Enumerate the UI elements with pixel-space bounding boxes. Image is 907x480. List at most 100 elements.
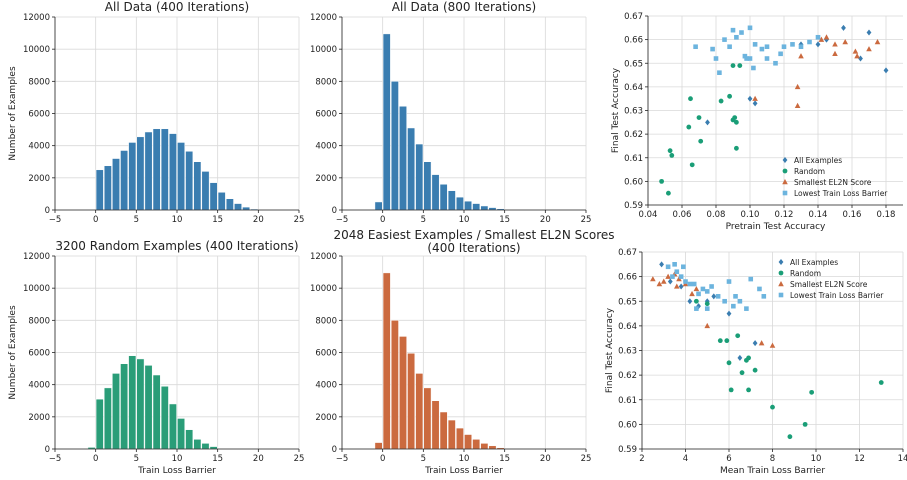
histogram-bar [439,184,448,211]
scatter-point [737,354,743,361]
y-tick-label: 0 [45,206,50,216]
scatter-point [764,44,770,50]
y-tick-label: 0.67 [618,248,637,258]
histogram-bar [374,442,383,450]
legend-marker-square [778,292,784,298]
scatter-point [704,322,711,329]
histogram-bar [390,81,399,211]
histogram-bar [152,128,161,211]
histogram-bar [177,142,185,211]
scatter-point [689,162,695,168]
scatter-point [823,34,830,40]
x-tick-label: 25 [581,454,592,464]
scatter-point [665,264,671,270]
histogram-bar [120,150,129,211]
scatter-point [713,56,719,61]
scatter-point [700,286,706,292]
histogram-bar [399,336,407,450]
x-tick-label: −5 [336,215,349,225]
x-tick-label: 0 [380,454,385,464]
scatter-point [734,34,739,40]
scatter-point [667,278,673,285]
scatter-point [691,281,697,287]
scatter-point [727,93,732,99]
scatter-point [715,294,721,299]
histogram-bar [480,443,489,450]
scatter-point [688,96,693,102]
histogram-bar [447,190,456,211]
scatter-point [726,360,732,366]
scatter-point [656,281,663,287]
scatter-point [696,115,702,120]
y-tick-label: 4000 [28,142,50,152]
scatter-point [734,145,739,151]
scatter-point [730,63,736,69]
x-tick-label: 10 [811,454,822,464]
scatter-point [687,281,693,287]
scatter-point [667,148,673,154]
histogram-bar [95,169,104,211]
y-tick-label: 2000 [28,413,50,423]
scatter-point [722,37,727,42]
histogram-bar [144,131,153,211]
scatter-point [770,404,775,410]
scatter-point [748,276,754,282]
scatter-point [773,60,778,66]
scatter-point [705,119,710,126]
chart-hist-easiest-2048: −5 0 5 10 15 20 250200040006000800010000120002… [310,228,615,476]
y-tick-label: 0.65 [618,297,637,307]
scatter-point [781,44,787,50]
scatter-point [866,29,872,36]
chart-scatter-pretrain: 0.04 0.06 0.08 0.10 0.12 0.14 0.16 0.18 0.59 0.60… [611,12,903,232]
histogram-bar [415,373,424,450]
scatter-point [724,338,730,344]
chart-scatter-mean-barrier: 2 4 6 8 10 12 14 0.59 0.60 0.61 0.62 0.63 0.64 0.65 0.… [605,248,907,476]
histogram-bar [242,206,251,211]
scatter-point [678,274,684,279]
histogram-bar [447,419,456,450]
scatter-point [717,338,723,344]
x-tick-label: 15 [499,215,510,225]
x-tick-label: 0.14 [809,210,828,220]
histogram-bar [488,445,497,450]
scatter-point [733,294,738,299]
x-tick-label: 6 [726,454,731,464]
chart-hist-random-3200: −5 0 5 10 15 20 250200040006000800010000120003… [8,239,304,476]
x-tick-label: 0.10 [741,210,760,220]
histogram-bar [415,143,424,211]
scatter-point [693,298,699,304]
histogram-bar [169,133,177,211]
scatter-point [790,42,795,47]
scatter-point [757,286,762,292]
y-tick-label: 8000 [28,77,50,87]
histogram-bar [390,320,399,450]
x-tick-label: 0 [93,215,98,225]
chart-hist-all-800: −5 0 5 10 15 20 25020004000600080001000012000A… [310,0,591,225]
x-tick-label: 25 [294,215,305,225]
x-axis-label: Train Loss Barrier [137,466,216,476]
histogram-bar [225,198,234,211]
legend-marker-diamond [778,259,784,265]
scatter-point [704,306,710,311]
y-tick-label: 12000 [310,13,337,23]
y-tick-label: 0.61 [618,396,637,406]
chart-title-line2: (400 Iterations) [427,241,520,255]
x-tick-label: 8 [770,454,775,464]
chart-title: 3200 Random Examples (400 Iterations) [55,239,298,253]
scatter-point [698,138,704,144]
scatter-point [746,387,751,393]
histogram-bar [472,203,481,211]
histogram-bar [201,443,210,450]
y-tick-label: 4000 [28,381,50,391]
histogram-bar [128,142,137,211]
legend-label: All Examples [790,258,838,267]
chart-hist-all-400: −5 0 5 10 15 20 25020004000600080001000012000A… [8,0,304,225]
x-axis-label: Pretrain Test Accuracy [726,222,826,232]
x-tick-label: 20 [253,454,264,464]
histogram-bar [431,400,440,450]
scatter-point [726,310,732,317]
scatter-point [759,46,765,52]
histogram-bar [431,174,440,211]
scatter-point [852,48,859,54]
histogram-bar [382,272,391,450]
